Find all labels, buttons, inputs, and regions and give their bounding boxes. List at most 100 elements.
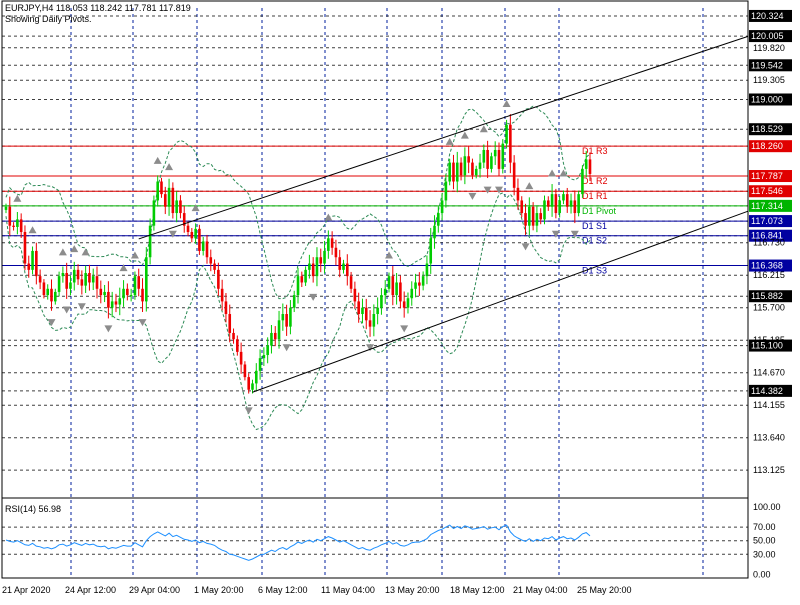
candle-body	[133, 276, 137, 296]
fractal-down-marker	[77, 303, 86, 311]
price-axis-label: 120.005	[751, 31, 784, 41]
candle-body	[194, 228, 197, 239]
candle-body	[448, 162, 451, 182]
price-axis-label: 119.542	[751, 60, 783, 70]
candle-body	[175, 200, 178, 214]
candle-body	[308, 263, 311, 270]
price-tag-box	[749, 339, 792, 352]
candle-body	[50, 288, 53, 302]
price-tag-box	[749, 93, 792, 106]
fractal-up-marker	[502, 100, 511, 108]
candle-body	[338, 257, 342, 270]
candle-body	[505, 124, 508, 144]
price-axis-label: 119.305	[753, 75, 785, 85]
candle-body	[546, 200, 550, 207]
candle-body	[459, 162, 463, 176]
price-axis-label: 119.820	[753, 43, 785, 53]
fractal-up-marker	[548, 169, 557, 177]
price-axis-label: 117.073	[751, 216, 783, 226]
fractal-up-marker	[191, 204, 200, 212]
candle-body	[558, 200, 561, 214]
candle-body	[471, 162, 474, 176]
time-axis-label: 29 Apr 04:00	[129, 585, 180, 595]
time-axis-label: 24 Apr 12:00	[65, 585, 116, 595]
fractal-down-marker	[282, 344, 291, 352]
pivot-label: D1 Pivot	[582, 206, 617, 216]
candle-body	[270, 332, 273, 346]
price-axis-label: 115.882	[751, 291, 783, 301]
price-tag-box	[749, 170, 792, 183]
fractal-down-marker	[521, 243, 530, 251]
candle-body	[27, 263, 31, 270]
candle-body	[327, 238, 330, 251]
candle-body	[410, 288, 414, 299]
price-tag-box	[749, 59, 792, 72]
time-axis-label: 11 May 04:00	[321, 585, 375, 595]
candle-body	[349, 276, 353, 289]
candle-body	[524, 213, 527, 226]
price-tag-box	[749, 123, 792, 136]
fractal-down-marker	[47, 319, 56, 327]
fractal-up-marker	[28, 226, 37, 234]
candle-body	[482, 149, 486, 163]
candle-body	[387, 276, 391, 289]
price-tag-box	[749, 384, 792, 397]
candle-body	[512, 162, 516, 188]
candle-body	[163, 194, 167, 207]
fractal-down-marker	[551, 230, 560, 238]
price-tag-box	[749, 185, 792, 198]
candle-body	[213, 263, 216, 270]
candle-body	[562, 194, 565, 201]
chart-frame	[1, 0, 749, 579]
price-axis-label: 113.125	[753, 465, 785, 475]
candle-body	[433, 225, 436, 239]
rsi-title: RSI(14) 56.98	[5, 504, 61, 514]
fractal-up-marker	[70, 245, 79, 253]
candle-body	[160, 181, 163, 195]
fractal-down-marker	[138, 319, 147, 327]
candle-body	[129, 295, 133, 297]
candle-body	[179, 200, 182, 214]
price-axis-label: 116.368	[751, 261, 783, 271]
candle-body	[156, 181, 159, 201]
price-axis-label: 114.155	[753, 400, 785, 410]
candle-body	[406, 298, 410, 308]
candle-body	[543, 200, 546, 220]
candle-body	[330, 238, 334, 248]
candle-body	[209, 257, 213, 264]
price-tag-box	[749, 290, 792, 303]
price-tag-box	[749, 229, 792, 242]
price-axis-label: 117.314	[751, 201, 783, 211]
candle-body	[497, 149, 501, 169]
price-axis-label: 113.640	[753, 433, 785, 443]
pivot-label: D1 S1	[582, 221, 607, 231]
candle-body	[584, 159, 588, 169]
candle-body	[198, 228, 201, 251]
candle-body	[266, 345, 269, 356]
fractal-up-marker	[460, 131, 469, 139]
price-axis-label: 117.787	[751, 171, 783, 181]
candle-body	[91, 276, 95, 283]
candle-body	[520, 200, 524, 214]
candle-body	[167, 187, 171, 207]
fractal-up-marker	[165, 163, 174, 171]
candle-body	[368, 320, 372, 327]
candle-body	[380, 295, 383, 308]
price-axis-label: 116.730	[753, 238, 785, 248]
candle-body	[421, 276, 425, 286]
time-axis-label: 21 May 04:00	[513, 585, 568, 595]
candle-body	[588, 159, 592, 174]
candle-body	[141, 288, 144, 302]
candle-body	[80, 279, 84, 286]
candle-body	[501, 143, 505, 169]
candle-body	[493, 149, 497, 157]
candle-body	[262, 355, 266, 359]
candle-body	[361, 307, 364, 315]
symbol-info-text: EURJPY,H4 118.053 118.242 117.781 117.81…	[5, 3, 191, 13]
candle-body	[550, 194, 554, 207]
price-axis-label: 116.841	[751, 231, 783, 241]
fractal-up-marker	[479, 125, 488, 133]
pivot-label: D1 R2	[582, 176, 608, 186]
candle-body	[224, 301, 228, 315]
